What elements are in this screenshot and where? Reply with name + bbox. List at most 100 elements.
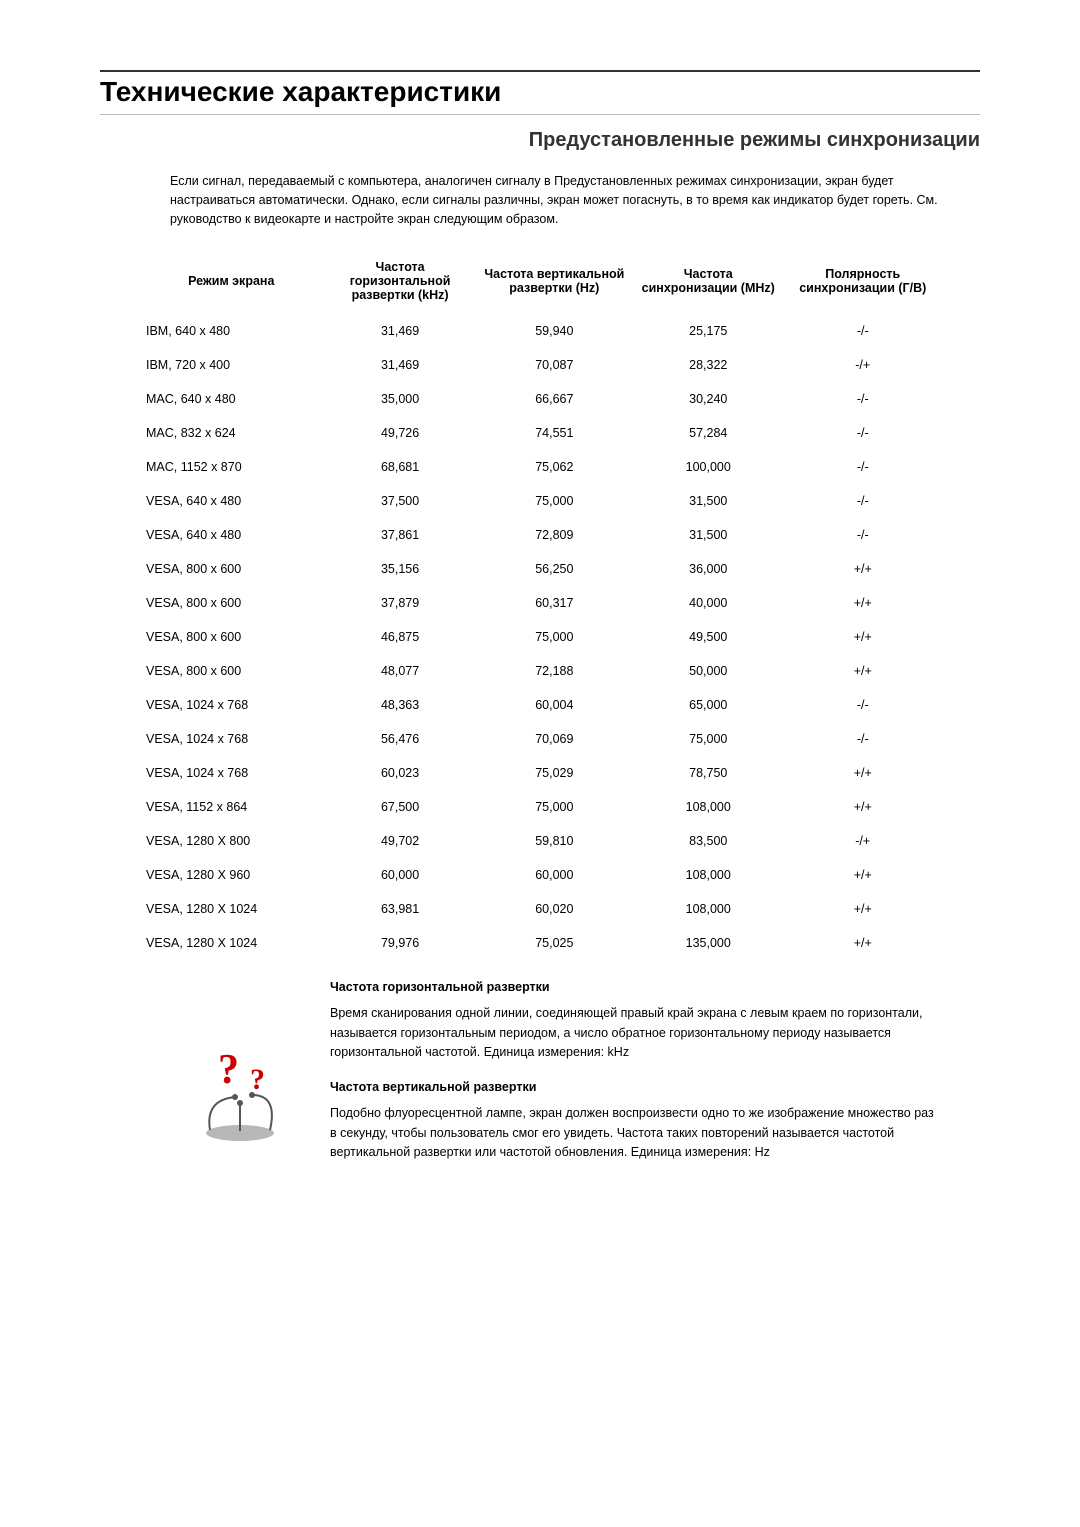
- cell-pixclk: 75,000: [631, 722, 785, 756]
- cell-hfreq: 31,469: [322, 314, 477, 348]
- cell-pixclk: 50,000: [631, 654, 785, 688]
- cell-hfreq: 56,476: [322, 722, 477, 756]
- cell-pol: +/+: [785, 586, 940, 620]
- cell-mode: IBM, 720 x 400: [140, 348, 322, 382]
- cell-pixclk: 108,000: [631, 892, 785, 926]
- cell-pol: -/-: [785, 722, 940, 756]
- cell-pol: -/-: [785, 314, 940, 348]
- cell-pixclk: 65,000: [631, 688, 785, 722]
- cell-pol: +/+: [785, 654, 940, 688]
- cell-mode: MAC, 832 x 624: [140, 416, 322, 450]
- cell-pol: +/+: [785, 552, 940, 586]
- cell-hfreq: 67,500: [322, 790, 477, 824]
- th-vfreq: Частота вертикальной развертки (Hz): [478, 254, 631, 314]
- cell-pixclk: 108,000: [631, 790, 785, 824]
- table-row: VESA, 1152 x 86467,50075,000108,000+/+: [140, 790, 940, 824]
- definitions-text: Частота горизонтальной развертки Время с…: [330, 980, 940, 1180]
- table-row: VESA, 800 x 60037,87960,31740,000+/+: [140, 586, 940, 620]
- th-hfreq: Частота горизонтальной развертки (kHz): [322, 254, 477, 314]
- cell-hfreq: 31,469: [322, 348, 477, 382]
- cell-vfreq: 75,000: [478, 790, 631, 824]
- cell-mode: VESA, 1152 x 864: [140, 790, 322, 824]
- svg-text:?: ?: [218, 1047, 239, 1093]
- table-row: VESA, 1024 x 76860,02375,02978,750+/+: [140, 756, 940, 790]
- cell-mode: VESA, 1280 X 800: [140, 824, 322, 858]
- cell-vfreq: 75,000: [478, 484, 631, 518]
- cell-mode: VESA, 1024 x 768: [140, 722, 322, 756]
- cell-hfreq: 35,156: [322, 552, 477, 586]
- cell-mode: VESA, 1024 x 768: [140, 688, 322, 722]
- cell-hfreq: 48,363: [322, 688, 477, 722]
- table-row: VESA, 640 x 48037,50075,00031,500-/-: [140, 484, 940, 518]
- table-row: IBM, 640 x 48031,46959,94025,175-/-: [140, 314, 940, 348]
- cell-pol: -/+: [785, 824, 940, 858]
- table-row: VESA, 1280 X 102479,97675,025135,000+/+: [140, 926, 940, 960]
- table-row: IBM, 720 x 40031,46970,08728,322-/+: [140, 348, 940, 382]
- cell-hfreq: 63,981: [322, 892, 477, 926]
- cell-hfreq: 79,976: [322, 926, 477, 960]
- hfreq-def-title: Частота горизонтальной развертки: [330, 980, 940, 994]
- cell-mode: VESA, 1280 X 1024: [140, 892, 322, 926]
- cell-pixclk: 36,000: [631, 552, 785, 586]
- cell-hfreq: 49,702: [322, 824, 477, 858]
- cell-mode: VESA, 640 x 480: [140, 484, 322, 518]
- table-body: IBM, 640 x 48031,46959,94025,175-/-IBM, …: [140, 314, 940, 960]
- table-row: VESA, 1024 x 76856,47670,06975,000-/-: [140, 722, 940, 756]
- svg-text:?: ?: [250, 1063, 265, 1096]
- cell-vfreq: 75,025: [478, 926, 631, 960]
- page-title: Технические характеристики: [100, 76, 980, 114]
- page-subtitle: Предустановленные режимы синхронизации: [100, 129, 980, 152]
- cell-vfreq: 56,250: [478, 552, 631, 586]
- cell-hfreq: 37,500: [322, 484, 477, 518]
- cell-pixclk: 31,500: [631, 484, 785, 518]
- cell-vfreq: 72,809: [478, 518, 631, 552]
- cell-vfreq: 60,000: [478, 858, 631, 892]
- vfreq-def-title: Частота вертикальной развертки: [330, 1080, 940, 1094]
- cell-mode: MAC, 640 x 480: [140, 382, 322, 416]
- cell-pixclk: 30,240: [631, 382, 785, 416]
- th-pixclk: Частота синхронизации (MHz): [631, 254, 785, 314]
- cell-vfreq: 75,029: [478, 756, 631, 790]
- cell-pol: +/+: [785, 926, 940, 960]
- table-row: VESA, 800 x 60046,87575,00049,500+/+: [140, 620, 940, 654]
- cell-pixclk: 100,000: [631, 450, 785, 484]
- definitions-block: ? ? Частота горизонтальной развертки Вре…: [180, 980, 940, 1180]
- cell-mode: VESA, 1280 X 960: [140, 858, 322, 892]
- cell-hfreq: 60,000: [322, 858, 477, 892]
- cell-pol: +/+: [785, 790, 940, 824]
- table-row: VESA, 1280 X 102463,98160,020108,000+/+: [140, 892, 940, 926]
- th-pol: Полярность синхронизации (Г/В): [785, 254, 940, 314]
- hfreq-def-text: Время сканирования одной линии, соединяю…: [330, 1004, 940, 1062]
- cell-hfreq: 68,681: [322, 450, 477, 484]
- cell-pixclk: 135,000: [631, 926, 785, 960]
- cell-vfreq: 75,062: [478, 450, 631, 484]
- table-row: VESA, 800 x 60035,15656,25036,000+/+: [140, 552, 940, 586]
- cell-pixclk: 25,175: [631, 314, 785, 348]
- cell-pol: +/+: [785, 858, 940, 892]
- cell-pixclk: 49,500: [631, 620, 785, 654]
- cell-mode: VESA, 640 x 480: [140, 518, 322, 552]
- cell-mode: IBM, 640 x 480: [140, 314, 322, 348]
- cell-mode: VESA, 800 x 600: [140, 552, 322, 586]
- cell-vfreq: 70,087: [478, 348, 631, 382]
- table-row: VESA, 1024 x 76848,36360,00465,000-/-: [140, 688, 940, 722]
- cell-vfreq: 59,810: [478, 824, 631, 858]
- cell-hfreq: 49,726: [322, 416, 477, 450]
- cell-pol: -/-: [785, 416, 940, 450]
- cell-pixclk: 108,000: [631, 858, 785, 892]
- table-row: MAC, 1152 x 87068,68175,062100,000-/-: [140, 450, 940, 484]
- table-header-row: Режим экрана Частота горизонтальной разв…: [140, 254, 940, 314]
- cell-vfreq: 75,000: [478, 620, 631, 654]
- cell-pol: -/-: [785, 382, 940, 416]
- table-row: VESA, 640 x 48037,86172,80931,500-/-: [140, 518, 940, 552]
- intro-paragraph: Если сигнал, передаваемый с компьютера, …: [170, 172, 940, 228]
- th-mode: Режим экрана: [140, 254, 322, 314]
- cell-mode: VESA, 1024 x 768: [140, 756, 322, 790]
- vfreq-def-text: Подобно флуоресцентной лампе, экран долж…: [330, 1104, 940, 1162]
- table-row: VESA, 800 x 60048,07772,18850,000+/+: [140, 654, 940, 688]
- cell-hfreq: 37,879: [322, 586, 477, 620]
- table-row: MAC, 640 x 48035,00066,66730,240-/-: [140, 382, 940, 416]
- page: Технические характеристики Предустановле…: [0, 0, 1080, 1527]
- cell-mode: MAC, 1152 x 870: [140, 450, 322, 484]
- table-row: MAC, 832 x 62449,72674,55157,284-/-: [140, 416, 940, 450]
